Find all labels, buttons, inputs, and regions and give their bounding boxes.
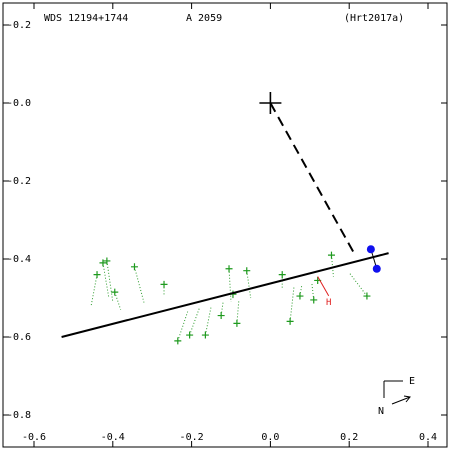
y-tick-label: -0.4 bbox=[7, 254, 31, 265]
reference-label: (Hrt2017a) bbox=[344, 13, 404, 24]
observation-mark bbox=[111, 288, 119, 296]
motion-arrow-shaft bbox=[391, 396, 411, 405]
residual-line bbox=[133, 266, 145, 304]
residual-line bbox=[189, 307, 200, 336]
observation-mark bbox=[363, 292, 371, 300]
residual-line bbox=[204, 305, 212, 336]
primary-star-mark bbox=[259, 92, 282, 114]
periastron-line bbox=[269, 102, 356, 256]
observation-mark bbox=[201, 331, 209, 339]
compass-east-label: E bbox=[409, 376, 415, 387]
y-tick-label: -0.2 bbox=[7, 176, 31, 187]
red-marker-label: H bbox=[326, 298, 331, 308]
star-name-label: A 2059 bbox=[186, 13, 222, 24]
residual-line bbox=[330, 255, 334, 277]
residual-line bbox=[228, 268, 232, 302]
orbit-lines bbox=[61, 102, 389, 338]
observation-mark bbox=[327, 251, 335, 259]
residual-line bbox=[220, 301, 224, 316]
x-tick-label: -0.6 bbox=[22, 432, 46, 443]
x-tick-label: 0.2 bbox=[340, 432, 358, 443]
observation-mark bbox=[174, 337, 182, 345]
observation-points bbox=[90, 251, 371, 345]
observation-mark bbox=[93, 271, 101, 279]
motion-arrow-head bbox=[403, 395, 411, 403]
special-markers: H bbox=[259, 92, 381, 308]
observation-mark bbox=[160, 280, 168, 288]
observation-mark bbox=[286, 317, 294, 325]
observation-mark bbox=[225, 265, 233, 273]
blue-point bbox=[372, 264, 381, 273]
y-tick-label: -0.8 bbox=[7, 410, 31, 421]
residual-line bbox=[90, 274, 98, 306]
observation-mark bbox=[217, 312, 225, 320]
residual-line bbox=[106, 260, 114, 302]
wds-label: WDS 12194+1744 bbox=[44, 13, 128, 24]
observation-mark bbox=[278, 271, 286, 279]
residual-line bbox=[236, 299, 240, 324]
observation-mark bbox=[243, 267, 251, 275]
axis-ticks bbox=[3, 3, 447, 447]
x-tick-label: -0.4 bbox=[101, 432, 125, 443]
observation-mark bbox=[186, 331, 194, 339]
residual-line bbox=[177, 311, 189, 342]
compass-north-label: N bbox=[378, 406, 384, 417]
observation-mark bbox=[310, 296, 318, 304]
residual-line bbox=[299, 284, 303, 297]
x-tick-label: -0.2 bbox=[180, 432, 204, 443]
observation-mark bbox=[233, 319, 241, 327]
y-tick-label: -0.6 bbox=[7, 332, 31, 343]
red-residual-line bbox=[317, 276, 330, 297]
observation-mark bbox=[296, 292, 304, 300]
residual-line bbox=[114, 291, 122, 310]
y-tick-label: -0.0 bbox=[7, 98, 31, 109]
observation-mark bbox=[130, 263, 138, 271]
compass: E N bbox=[378, 376, 415, 417]
y-tick-label: -0.2 bbox=[7, 20, 31, 31]
observation-mark bbox=[103, 257, 111, 265]
orbit-node-line bbox=[61, 252, 389, 338]
x-tick-label: 0.0 bbox=[261, 432, 279, 443]
x-tick-label: 0.4 bbox=[419, 432, 437, 443]
observation-mark bbox=[99, 259, 107, 267]
axis-tick-labels: -0.6 -0.4 -0.2 0.0 0.2 0.4 -0.2 -0.0 -0.2 -0.4 -0.… bbox=[7, 20, 437, 443]
blue-point bbox=[366, 245, 375, 254]
residual-line bbox=[348, 272, 368, 297]
